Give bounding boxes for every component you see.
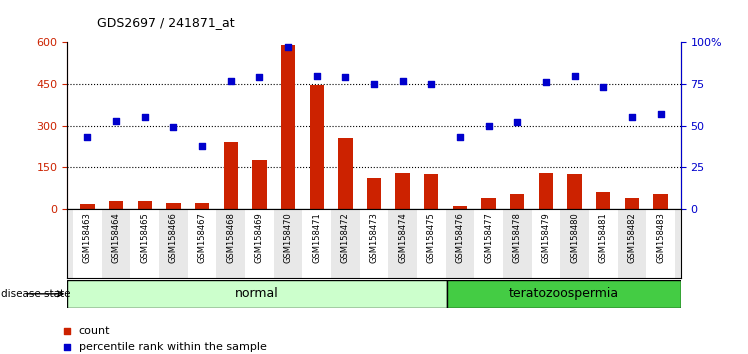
Text: disease state: disease state bbox=[1, 289, 71, 299]
Point bbox=[254, 75, 266, 80]
Text: GSM158463: GSM158463 bbox=[83, 212, 92, 263]
Bar bbox=[331, 209, 360, 278]
Text: GSM158479: GSM158479 bbox=[542, 212, 551, 263]
Point bbox=[368, 81, 380, 87]
Point bbox=[282, 45, 294, 50]
Point bbox=[310, 73, 322, 79]
Text: percentile rank within the sample: percentile rank within the sample bbox=[79, 342, 266, 352]
Text: GSM158481: GSM158481 bbox=[599, 212, 608, 263]
Bar bbox=[654, 194, 668, 209]
Bar bbox=[417, 209, 446, 278]
Text: GSM158466: GSM158466 bbox=[169, 212, 178, 263]
Text: GSM158475: GSM158475 bbox=[427, 212, 436, 263]
Text: GSM158468: GSM158468 bbox=[226, 212, 235, 263]
Bar bbox=[453, 206, 468, 209]
Text: teratozoospermia: teratozoospermia bbox=[509, 287, 619, 300]
Bar bbox=[503, 209, 532, 278]
Text: GSM158472: GSM158472 bbox=[341, 212, 350, 263]
Bar bbox=[424, 174, 438, 209]
Bar bbox=[252, 160, 266, 209]
Point bbox=[196, 143, 208, 148]
Bar bbox=[310, 85, 324, 209]
Point bbox=[626, 115, 638, 120]
Text: count: count bbox=[79, 326, 110, 336]
Bar bbox=[646, 209, 675, 278]
Bar bbox=[109, 200, 123, 209]
Bar bbox=[130, 209, 159, 278]
Bar bbox=[388, 209, 417, 278]
Text: GSM158469: GSM158469 bbox=[255, 212, 264, 263]
Text: GSM158470: GSM158470 bbox=[283, 212, 292, 263]
Point bbox=[512, 120, 524, 125]
Bar bbox=[510, 194, 524, 209]
Point bbox=[138, 115, 150, 120]
Bar bbox=[73, 209, 102, 278]
Text: GSM158482: GSM158482 bbox=[628, 212, 637, 263]
Bar bbox=[302, 209, 331, 278]
Text: GSM158477: GSM158477 bbox=[484, 212, 493, 263]
Text: GSM158476: GSM158476 bbox=[456, 212, 465, 263]
Point bbox=[482, 123, 494, 129]
Point bbox=[224, 78, 236, 84]
Bar bbox=[280, 45, 295, 209]
Bar bbox=[618, 209, 646, 278]
Bar bbox=[166, 203, 180, 209]
Bar bbox=[396, 173, 410, 209]
Point bbox=[454, 135, 466, 140]
Text: GSM158480: GSM158480 bbox=[570, 212, 579, 263]
Bar bbox=[224, 142, 238, 209]
Bar bbox=[482, 198, 496, 209]
Text: GSM158467: GSM158467 bbox=[197, 212, 206, 263]
Point bbox=[82, 135, 94, 140]
Bar bbox=[195, 203, 209, 209]
Text: normal: normal bbox=[236, 287, 279, 300]
Bar bbox=[367, 178, 381, 209]
Bar bbox=[532, 209, 560, 278]
Point bbox=[168, 125, 180, 130]
Text: GSM158478: GSM158478 bbox=[513, 212, 522, 263]
FancyBboxPatch shape bbox=[67, 280, 447, 308]
Bar bbox=[568, 174, 582, 209]
Bar bbox=[360, 209, 388, 278]
Point bbox=[540, 80, 552, 85]
Text: GDS2697 / 241871_at: GDS2697 / 241871_at bbox=[97, 16, 235, 29]
Bar bbox=[138, 201, 152, 209]
Bar bbox=[596, 192, 610, 209]
Point bbox=[654, 111, 666, 117]
Bar bbox=[245, 209, 274, 278]
Bar bbox=[102, 209, 130, 278]
Point bbox=[110, 118, 122, 124]
Text: GSM158473: GSM158473 bbox=[370, 212, 378, 263]
Bar bbox=[338, 138, 352, 209]
Point bbox=[598, 85, 610, 90]
FancyBboxPatch shape bbox=[447, 280, 681, 308]
Bar bbox=[80, 204, 94, 209]
Point bbox=[568, 73, 580, 79]
Point bbox=[340, 75, 352, 80]
Point bbox=[286, 269, 298, 275]
Text: GSM158465: GSM158465 bbox=[140, 212, 149, 263]
Point bbox=[286, 124, 298, 130]
Bar bbox=[539, 173, 553, 209]
Bar bbox=[589, 209, 618, 278]
Bar bbox=[474, 209, 503, 278]
Text: GSM158483: GSM158483 bbox=[656, 212, 665, 263]
Text: GSM158464: GSM158464 bbox=[111, 212, 120, 263]
Bar bbox=[274, 209, 302, 278]
Bar bbox=[560, 209, 589, 278]
Point bbox=[396, 78, 408, 84]
Bar bbox=[159, 209, 188, 278]
Bar bbox=[188, 209, 216, 278]
Point bbox=[426, 81, 438, 87]
Bar bbox=[216, 209, 245, 278]
Bar bbox=[446, 209, 474, 278]
Bar bbox=[625, 198, 639, 209]
Text: GSM158474: GSM158474 bbox=[398, 212, 407, 263]
Text: GSM158471: GSM158471 bbox=[312, 212, 321, 263]
